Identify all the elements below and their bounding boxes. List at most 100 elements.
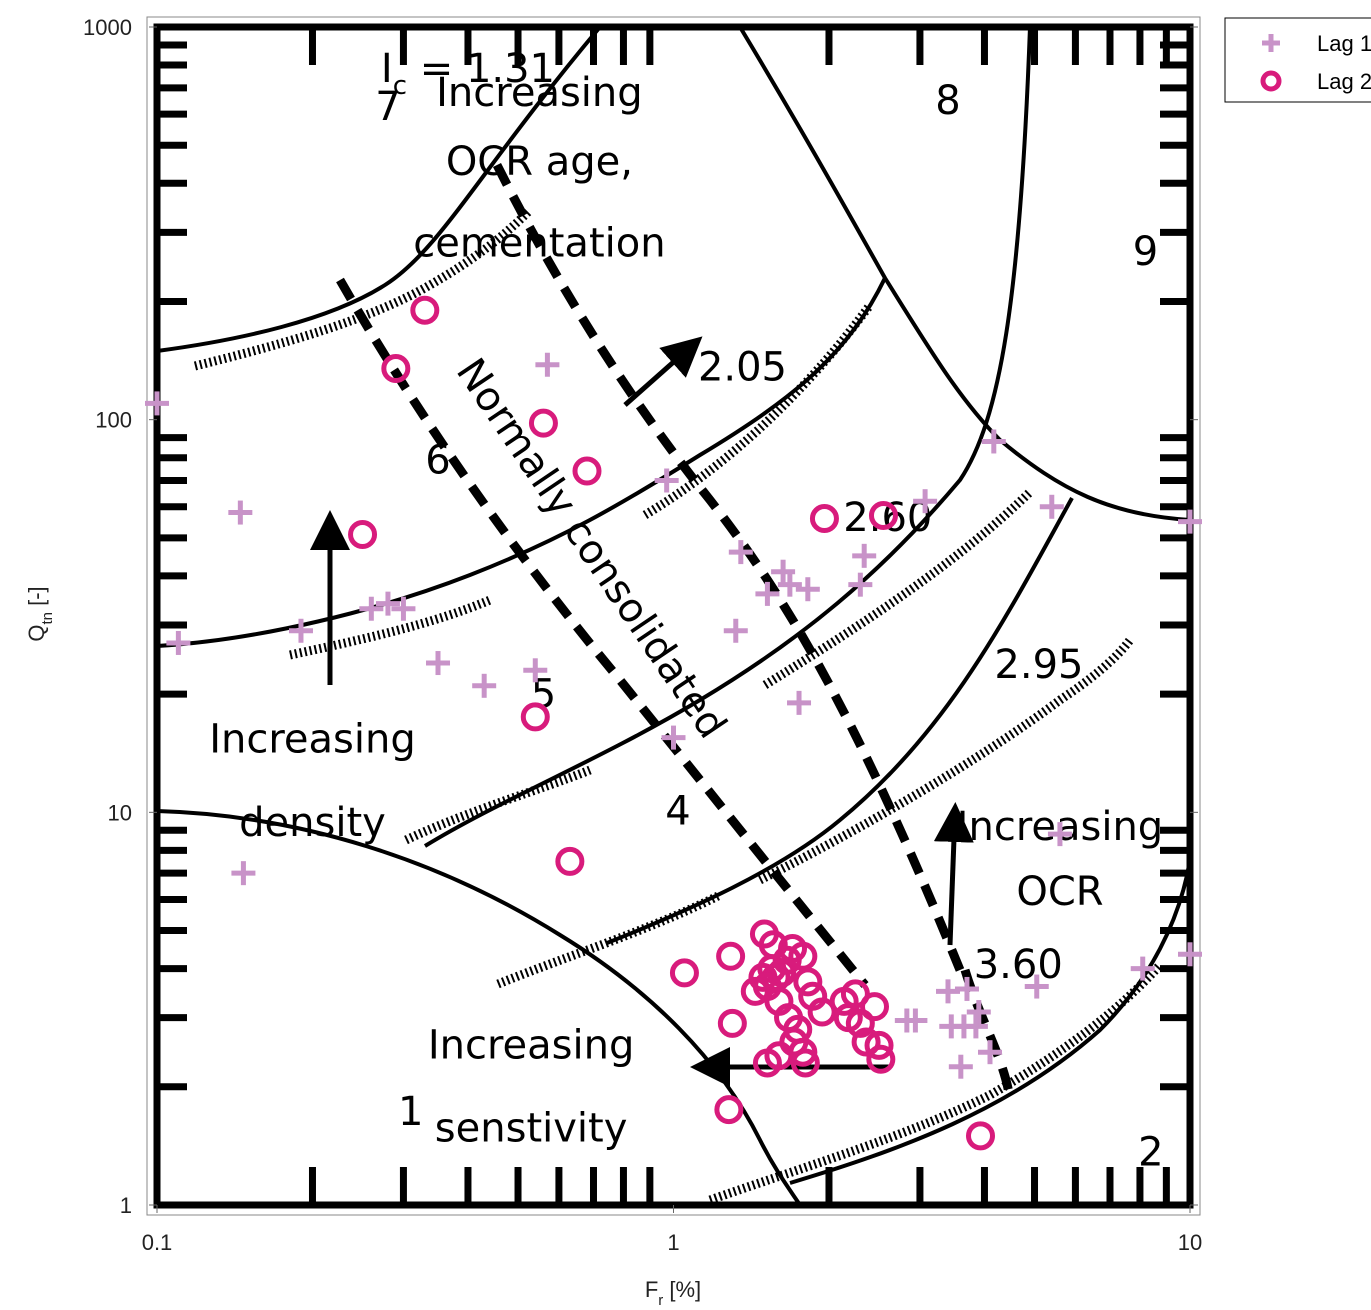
lag1-point xyxy=(913,489,938,514)
annotation: 3.60 xyxy=(974,942,1063,988)
zone-label-8: 8 xyxy=(935,78,960,124)
lag2-point xyxy=(748,962,778,992)
lag2-point xyxy=(572,456,602,486)
lag2-point xyxy=(528,408,558,438)
y-tick-label: 100 xyxy=(95,408,132,433)
lag1-point xyxy=(755,581,780,606)
lag2-point xyxy=(860,992,890,1022)
x-tick-label: 0.1 xyxy=(142,1230,173,1255)
zone-label-7: 7 xyxy=(375,84,400,130)
lag1-point xyxy=(954,976,979,1001)
ic-contour-2 xyxy=(289,595,492,660)
legend-label: Lag 2 xyxy=(1317,69,1371,94)
lag1-point xyxy=(426,651,451,676)
lag1-point xyxy=(1178,942,1202,967)
lag1-point xyxy=(375,591,400,616)
ic-contour-3 xyxy=(642,302,874,519)
x-tick-label: 10 xyxy=(1178,1230,1202,1255)
annotation: Increasing xyxy=(436,70,643,116)
plot-border xyxy=(153,23,1194,1209)
annotation: senstivity xyxy=(435,1106,628,1152)
ic-label: Ic = 1.31 xyxy=(381,46,555,101)
lag1-point xyxy=(523,658,548,683)
zone-label-9: 9 xyxy=(1133,229,1158,275)
lag2-point xyxy=(381,353,411,383)
zone-boundary-4 xyxy=(157,809,802,1205)
x-axis-title: Fr [%] xyxy=(645,1277,701,1309)
lag1-point xyxy=(852,543,877,568)
lag1-point xyxy=(1130,956,1155,981)
lag2-point xyxy=(740,976,770,1006)
lag1-point xyxy=(771,559,796,584)
lag1-point xyxy=(1039,494,1064,519)
y-tick-label: 1 xyxy=(120,1193,132,1218)
lag1-point xyxy=(903,1008,928,1033)
lag1-point xyxy=(795,577,820,602)
lag1-point xyxy=(1178,509,1202,534)
lag2-point xyxy=(845,1008,875,1038)
lag1-point xyxy=(391,596,416,621)
lag1-point xyxy=(1024,974,1049,999)
ic-contour-4 xyxy=(404,765,592,845)
lag1-point xyxy=(723,618,748,643)
legend-item-lag-2: Lag 2 xyxy=(1260,69,1371,94)
lag1-point xyxy=(359,596,384,621)
zone-boundary-3 xyxy=(423,27,1032,848)
legend-item-lag-1: Lag 1 xyxy=(1262,31,1371,56)
ic-contour-7 xyxy=(757,637,1134,885)
lag2-point xyxy=(807,997,837,1027)
lag1-point xyxy=(728,540,753,565)
lag1-point xyxy=(978,1040,1003,1065)
plot-frame xyxy=(146,16,1201,1216)
lag2-point xyxy=(669,958,699,988)
lag2-point xyxy=(793,967,823,997)
annotation: 2.95 xyxy=(994,642,1083,688)
lag2-point xyxy=(864,1030,894,1060)
annotation: Increasing xyxy=(209,717,416,763)
zone-boundary-6 xyxy=(789,859,1190,1185)
y-axis-title: Qtn [-] xyxy=(24,586,56,641)
annotation: density xyxy=(239,800,386,846)
zone-boundaries xyxy=(157,27,1190,1205)
lag1-point xyxy=(1047,822,1072,847)
x-tick-label: 1 xyxy=(667,1230,679,1255)
lag2-point xyxy=(752,1048,782,1078)
data-points xyxy=(145,295,1202,1151)
nc-boundary-1 xyxy=(336,277,869,988)
zone-boundary-7 xyxy=(738,27,1190,522)
ic-contour-8 xyxy=(708,962,1164,1205)
y-tick-label: 1000 xyxy=(83,15,132,40)
lag1-point xyxy=(963,1014,988,1039)
lag1-point xyxy=(787,690,812,715)
lag2-point xyxy=(866,1044,896,1074)
lag1-point xyxy=(777,572,802,597)
lag1-point xyxy=(966,1000,991,1025)
lag1-point xyxy=(948,1054,973,1079)
legend-label: Lag 1 xyxy=(1317,31,1371,56)
lag1-point xyxy=(228,500,253,525)
annotation: OCR xyxy=(1016,869,1103,915)
lag2-point xyxy=(868,501,898,531)
lag2-point xyxy=(555,846,585,876)
legend-box xyxy=(1224,17,1371,103)
zone-boundary-5 xyxy=(606,497,1074,945)
annotation: OCR age, xyxy=(446,139,633,185)
zone-boundary-1 xyxy=(157,27,602,353)
zone-label-6: 6 xyxy=(425,437,450,483)
lag1-point xyxy=(288,618,313,643)
annotation: 2.05 xyxy=(698,344,787,390)
zone-label-2: 2 xyxy=(1138,1130,1163,1176)
lag1-point xyxy=(654,468,679,493)
ocr-age-arrow xyxy=(623,336,703,407)
lag2-point xyxy=(809,504,839,534)
zone-boundary-2 xyxy=(157,277,887,648)
legend: Lag 1 Lag 2 xyxy=(1224,17,1371,103)
lag1-point xyxy=(981,429,1006,454)
zone-label-1: 1 xyxy=(398,1089,423,1135)
lag1-point xyxy=(231,861,256,886)
legend-circle-marker xyxy=(1260,70,1282,92)
y-tick-label: 10 xyxy=(108,800,132,825)
lag2-point xyxy=(348,519,378,549)
lag1-point xyxy=(166,630,191,655)
